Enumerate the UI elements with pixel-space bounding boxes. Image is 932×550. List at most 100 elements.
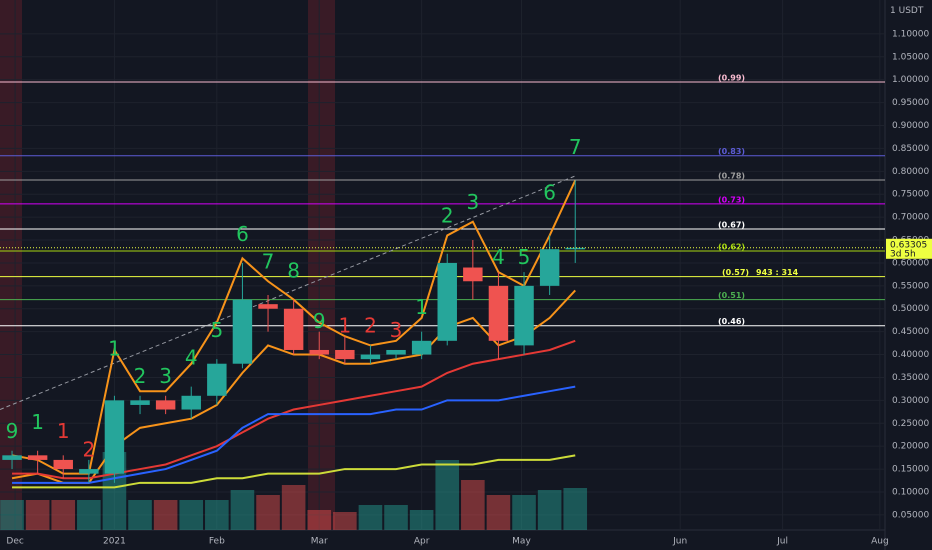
volume-bar	[409, 510, 434, 530]
fib-label: (0.83)	[718, 147, 745, 156]
x-tick-label: Apr	[414, 537, 430, 547]
candle-body	[411, 340, 432, 355]
volume-bar	[256, 495, 280, 530]
y-tick-label: 0.05000	[892, 510, 929, 520]
y-tick-label: 0.40000	[892, 350, 929, 360]
volume-bar	[0, 500, 24, 530]
trendline	[0, 175, 576, 410]
count-label: 2	[134, 364, 147, 388]
x-tick-label: 2021	[103, 537, 126, 547]
y-tick-label: 0.15000	[892, 465, 929, 475]
fib-label: (0.67)	[718, 221, 745, 230]
shade	[0, 0, 22, 530]
y-tick-label: 0.80000	[892, 167, 929, 177]
fib-label: (0.51)	[718, 291, 745, 300]
candle-body	[207, 363, 227, 396]
count-label: 9	[6, 419, 19, 443]
volume-bar	[512, 495, 536, 530]
ma-line	[12, 454, 576, 489]
y-tick-label: 0.30000	[892, 396, 929, 406]
ma-line	[12, 339, 576, 480]
volume-bar	[179, 500, 204, 530]
candle-body	[565, 247, 585, 250]
volume-bar	[333, 512, 357, 530]
ma-line	[12, 385, 576, 484]
count-label: 8	[287, 259, 300, 283]
count-label: 1	[415, 295, 428, 319]
x-tick-label: Jun	[672, 537, 687, 547]
count-label: 2	[82, 437, 95, 461]
candle-body	[232, 299, 253, 364]
last-price-tag	[886, 238, 932, 259]
candle-body	[386, 349, 406, 355]
volume-bar	[281, 485, 306, 530]
fib-label: (0.57)	[722, 268, 749, 277]
volume-bar	[77, 500, 101, 530]
y-tick-label: 0.75000	[892, 190, 929, 200]
countdown-label: 3d 5h	[890, 249, 916, 259]
count-label: 3	[466, 190, 479, 214]
count-label: 3	[159, 364, 172, 388]
y-tick-label: 1.00000	[892, 75, 929, 85]
volume-bar	[128, 500, 152, 530]
fib-note: 943 : 314	[756, 268, 799, 277]
candle-body	[488, 285, 509, 341]
y-tick-label: 0.55000	[892, 281, 929, 291]
volume-bar	[51, 500, 76, 530]
volume-bar	[537, 490, 562, 530]
x-tick-label: Feb	[209, 537, 225, 547]
volume-bar	[307, 510, 332, 530]
last-price-label: 0.63305	[890, 240, 927, 250]
axis-unit: 1 USDT	[890, 6, 924, 16]
y-tick-label: 0.25000	[892, 419, 929, 429]
volume-bar	[358, 505, 383, 530]
y-tick-label: 0.20000	[892, 442, 929, 452]
candle-body	[104, 400, 125, 474]
candle-body	[514, 285, 534, 346]
candle-body	[258, 304, 278, 309]
volume-bar	[25, 500, 50, 530]
y-tick-label: 0.45000	[892, 327, 929, 337]
candle-body	[79, 469, 99, 474]
count-label: 1	[338, 314, 351, 338]
x-tick-label: Mar	[311, 537, 328, 547]
y-tick-label: 1.10000	[892, 29, 929, 39]
volume-bar	[230, 490, 255, 530]
fib-label: (0.73)	[718, 195, 745, 204]
y-tick-label: 0.90000	[892, 121, 929, 131]
candle-body	[539, 249, 560, 286]
fib-label: (0.99)	[718, 73, 745, 82]
count-label: 1	[57, 419, 70, 443]
x-tick-label: Jul	[776, 537, 788, 547]
candle-body	[437, 262, 457, 341]
y-tick-label: 0.85000	[892, 144, 929, 154]
volume-bar	[486, 495, 511, 530]
count-label: 3	[390, 318, 403, 342]
candle-body	[335, 349, 355, 360]
candle-body	[130, 400, 150, 405]
volume-bar	[435, 460, 460, 530]
count-label: 5	[518, 245, 531, 269]
count-label: 4	[185, 346, 198, 370]
y-tick-label: 0.95000	[892, 98, 929, 108]
count-label: 9	[313, 309, 326, 333]
count-label: 6	[543, 181, 556, 205]
x-tick-label: May	[512, 537, 531, 547]
y-tick-label: 0.10000	[892, 487, 929, 497]
shade	[308, 0, 335, 530]
candle-body	[2, 455, 22, 460]
candle-body	[181, 395, 201, 410]
volume-bar	[384, 505, 408, 530]
y-tick-label: 0.60000	[892, 258, 929, 268]
candle-body	[53, 459, 73, 470]
y-tick-label: 0.50000	[892, 304, 929, 314]
candle-body	[27, 455, 48, 460]
count-label: 7	[262, 249, 275, 273]
volume-bar	[205, 500, 229, 530]
count-label: 2	[441, 204, 454, 228]
count-label: 4	[492, 245, 505, 269]
x-tick-label: Dec	[6, 537, 23, 547]
count-label: 5	[210, 318, 223, 342]
candle-body	[283, 308, 304, 350]
